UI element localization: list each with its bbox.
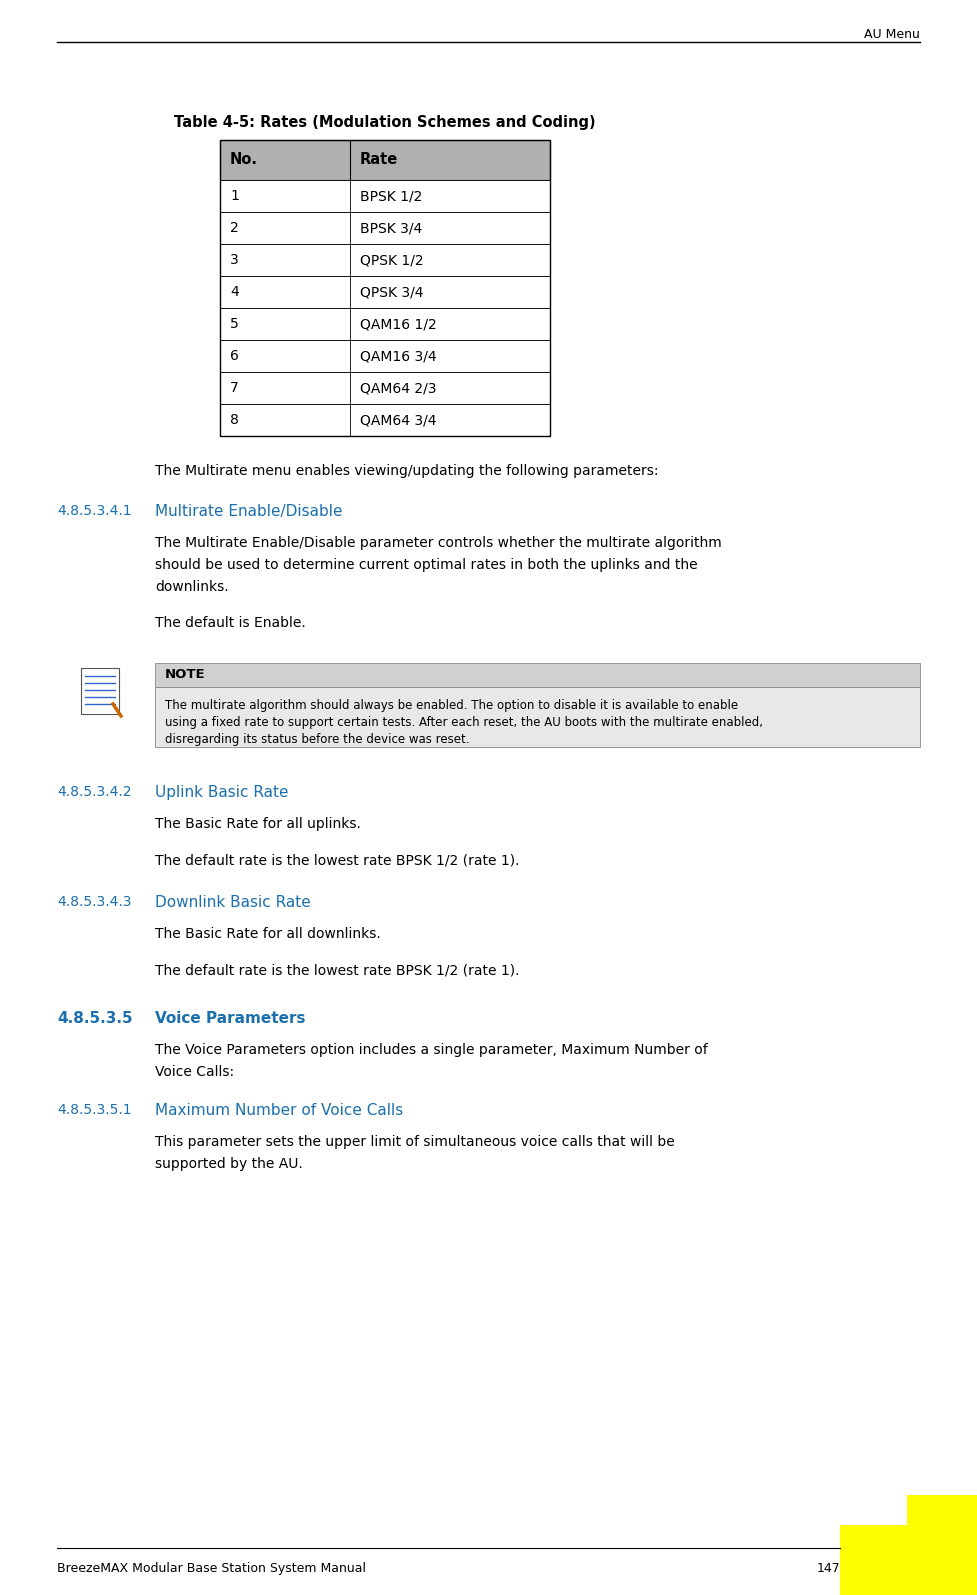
Text: Voice Calls:: Voice Calls: [155, 1065, 234, 1078]
Bar [907, 1495, 977, 1546]
Text: The Basic Rate for all uplinks.: The Basic Rate for all uplinks. [155, 817, 361, 831]
Text: NOTE: NOTE [165, 668, 205, 681]
Text: BPSK 1/2: BPSK 1/2 [360, 188, 422, 203]
Bar [220, 340, 550, 372]
Text: The Voice Parameters option includes a single parameter, Maximum Number of: The Voice Parameters option includes a s… [155, 1043, 707, 1057]
Text: The Multirate Enable/Disable parameter controls whether the multirate algorithm: The Multirate Enable/Disable parameter c… [155, 536, 722, 550]
Bar [840, 1525, 977, 1595]
Text: No.: No. [230, 153, 258, 167]
Text: Downlink Basic Rate: Downlink Basic Rate [155, 895, 311, 911]
Text: 4.8.5.3.5.1: 4.8.5.3.5.1 [57, 1104, 132, 1116]
Text: The default rate is the lowest rate BPSK 1/2 (rate 1).: The default rate is the lowest rate BPSK… [155, 963, 520, 978]
Text: 4.8.5.3.5: 4.8.5.3.5 [57, 1011, 133, 1026]
Text: 6: 6 [230, 349, 238, 364]
Text: 4.8.5.3.4.3: 4.8.5.3.4.3 [57, 895, 132, 909]
Text: disregarding its status before the device was reset.: disregarding its status before the devic… [165, 734, 470, 746]
Text: should be used to determine current optimal rates in both the uplinks and the: should be used to determine current opti… [155, 558, 698, 573]
Text: QAM64 2/3: QAM64 2/3 [360, 381, 437, 396]
Bar [220, 308, 550, 340]
Text: Rate: Rate [360, 153, 399, 167]
Text: QAM16 1/2: QAM16 1/2 [360, 317, 437, 332]
Text: Uplink Basic Rate: Uplink Basic Rate [155, 785, 288, 801]
Text: 4: 4 [230, 286, 238, 298]
Bar [220, 276, 550, 308]
Text: The Multirate menu enables viewing/updating the following parameters:: The Multirate menu enables viewing/updat… [155, 464, 658, 478]
Text: QPSK 1/2: QPSK 1/2 [360, 254, 424, 266]
Text: The default is Enable.: The default is Enable. [155, 616, 306, 630]
Text: Maximum Number of Voice Calls: Maximum Number of Voice Calls [155, 1104, 404, 1118]
Text: Multirate Enable/Disable: Multirate Enable/Disable [155, 504, 343, 518]
Bar [220, 140, 550, 180]
Text: This parameter sets the upper limit of simultaneous voice calls that will be: This parameter sets the upper limit of s… [155, 1136, 675, 1148]
Text: QAM16 3/4: QAM16 3/4 [360, 349, 437, 364]
Bar [155, 687, 920, 746]
Text: QPSK 3/4: QPSK 3/4 [360, 286, 423, 298]
Text: 2: 2 [230, 222, 238, 234]
Text: supported by the AU.: supported by the AU. [155, 1156, 303, 1171]
Bar [220, 212, 550, 244]
Bar [220, 140, 550, 435]
Text: QAM64 3/4: QAM64 3/4 [360, 413, 437, 427]
Text: AU Menu: AU Menu [864, 29, 920, 41]
Text: The multirate algorithm should always be enabled. The option to disable it is av: The multirate algorithm should always be… [165, 699, 739, 711]
Text: 8: 8 [230, 413, 238, 427]
Text: The default rate is the lowest rate BPSK 1/2 (rate 1).: The default rate is the lowest rate BPSK… [155, 853, 520, 868]
Text: BPSK 3/4: BPSK 3/4 [360, 222, 422, 234]
Bar [220, 404, 550, 435]
Bar [81, 668, 119, 715]
Text: 1: 1 [230, 188, 238, 203]
Text: 7: 7 [230, 381, 238, 396]
Bar [220, 244, 550, 276]
Text: 3: 3 [230, 254, 238, 266]
Bar [220, 372, 550, 404]
Text: Voice Parameters: Voice Parameters [155, 1011, 306, 1026]
Text: The Basic Rate for all downlinks.: The Basic Rate for all downlinks. [155, 927, 381, 941]
Bar [220, 180, 550, 212]
Text: 4.8.5.3.4.2: 4.8.5.3.4.2 [57, 785, 132, 799]
Bar [155, 664, 920, 687]
Text: using a fixed rate to support certain tests. After each reset, the AU boots with: using a fixed rate to support certain te… [165, 716, 763, 729]
Text: 4.8.5.3.4.1: 4.8.5.3.4.1 [57, 504, 132, 518]
Text: 5: 5 [230, 317, 238, 332]
Text: BreezeMAX Modular Base Station System Manual: BreezeMAX Modular Base Station System Ma… [57, 1562, 366, 1574]
Text: downlinks.: downlinks. [155, 581, 229, 593]
Text: 147: 147 [816, 1562, 840, 1574]
Text: Table 4-5: Rates (Modulation Schemes and Coding): Table 4-5: Rates (Modulation Schemes and… [174, 115, 596, 131]
